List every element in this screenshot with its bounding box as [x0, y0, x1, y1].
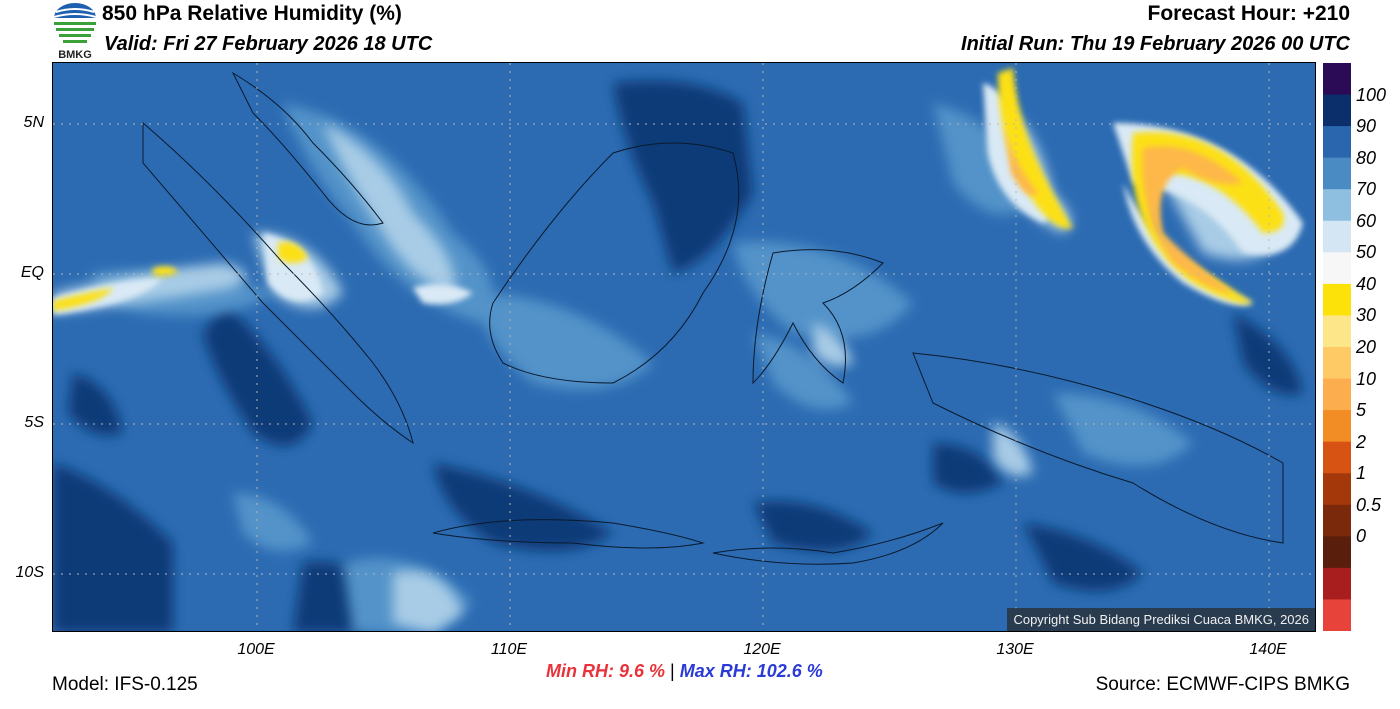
- colorbar-tick-label: 5: [1356, 400, 1367, 421]
- colorbar-tick-label: 60: [1356, 210, 1377, 231]
- colorbar-tick-label: 0.5: [1356, 494, 1382, 515]
- colorbar-segment: [1323, 63, 1351, 96]
- colorbar-segment: [1323, 189, 1351, 222]
- colorbar-tick-label: 10: [1356, 368, 1377, 389]
- rh-stats: Min RH: 9.6 % | Max RH: 102.6 %: [546, 661, 823, 682]
- colorbar-tick-label: 1: [1356, 463, 1367, 484]
- humidity-map: Copyright Sub Bidang Prediksi Cuaca BMKG…: [52, 62, 1316, 632]
- colorbar-segment: [1323, 473, 1351, 506]
- lat-label-10s: 10S: [15, 564, 44, 581]
- initial-run: Initial Run: Thu 19 February 2026 00 UTC: [961, 33, 1350, 55]
- model-label: Model: IFS-0.125: [52, 674, 198, 695]
- colorbar-segment: [1323, 220, 1351, 253]
- max-rh: Max RH: 102.6 %: [679, 661, 823, 681]
- lat-label-5n: 5N: [23, 114, 44, 131]
- colorbar-segment: [1323, 252, 1351, 285]
- colorbar-segment: [1323, 94, 1351, 127]
- lat-label-5s: 5S: [24, 414, 44, 431]
- colorbar-tick-label: 80: [1356, 147, 1377, 168]
- colorbar-segment: [1323, 347, 1351, 380]
- colorbar-tick-label: 30: [1356, 305, 1377, 326]
- colorbar-tick-label: 50: [1356, 242, 1377, 263]
- colorbar-tick-label: 70: [1356, 179, 1377, 200]
- colorbar-segment: [1323, 599, 1351, 631]
- min-rh: Min RH: 9.6 %: [546, 661, 666, 681]
- colorbar-segment: [1323, 410, 1351, 443]
- dry-orange-regions: [1003, 123, 1243, 293]
- colorbar-segment: [1323, 283, 1351, 316]
- forecast-hour: Forecast Hour: +210: [1147, 2, 1351, 25]
- stats-separator: |: [670, 661, 675, 681]
- gridlines: [53, 63, 1315, 631]
- colorbar-tick-label: 90: [1356, 116, 1377, 137]
- lon-label-130e: 130E: [996, 641, 1034, 658]
- colorbar-tick-label: 20: [1356, 337, 1377, 357]
- colorbar-tick-label: 0: [1356, 526, 1367, 547]
- colorbar-segment: [1323, 441, 1351, 474]
- colorbar-tick-label: 100: [1356, 84, 1387, 105]
- colorbar: [1323, 63, 1351, 631]
- lon-label-140e: 140E: [1249, 641, 1287, 658]
- bmkg-logo: BMKG: [50, 2, 100, 61]
- colorbar-segment: [1323, 567, 1351, 600]
- chart-title: 850 hPa Relative Humidity (%): [102, 2, 402, 25]
- coastlines: [142, 71, 1284, 565]
- colorbar-segment: [1323, 157, 1351, 190]
- colorbar-segment: [1323, 378, 1351, 411]
- copyright-notice: Copyright Sub Bidang Prediksi Cuaca BMKG…: [1007, 608, 1315, 631]
- lat-label-eq: EQ: [20, 264, 44, 281]
- lon-label-120e: 120E: [743, 641, 781, 658]
- colorbar-tick-label: 2: [1356, 431, 1367, 452]
- colorbar-segment: [1323, 504, 1351, 537]
- source-label: Source: ECMWF-CIPS BMKG: [1095, 674, 1350, 695]
- lon-label-110e: 110E: [490, 641, 528, 658]
- colorbar-segment: [1323, 315, 1351, 348]
- valid-time: Valid: Fri 27 February 2026 18 UTC: [104, 33, 433, 55]
- colorbar-segment: [1323, 536, 1351, 569]
- logo-text: BMKG: [58, 49, 92, 60]
- colorbar-tick-label: 40: [1356, 273, 1377, 294]
- dry-yellow-regions: [53, 68, 1284, 311]
- colorbar-segment: [1323, 126, 1351, 159]
- lon-label-100e: 100E: [237, 641, 275, 658]
